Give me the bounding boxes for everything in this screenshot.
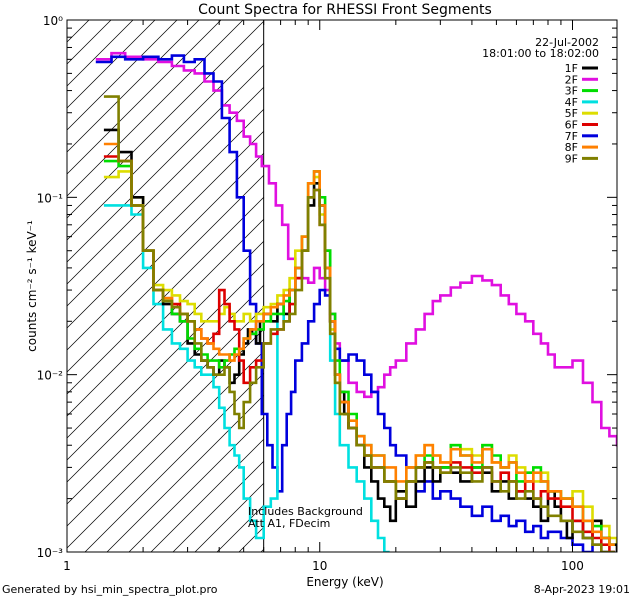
hatch-line [67, 42, 264, 241]
hatch-line [67, 20, 112, 65]
hatch-line [67, 196, 264, 395]
y-tick-label: 10⁻² [37, 369, 64, 383]
legend-label-6f: 6F [565, 119, 578, 132]
series-line-6f [103, 155, 615, 552]
legend-label-9f: 9F [565, 152, 578, 165]
hatch-line [67, 152, 264, 351]
series-layer [95, 51, 617, 552]
hatch-line [67, 284, 264, 483]
time-range-label: 18:01:00 to 18:02:00 [482, 47, 599, 60]
hatch-line [67, 130, 264, 329]
hatch-line [67, 20, 178, 131]
footer-generated-by: Generated by hsi_min_spectra_plot.pro [2, 583, 218, 596]
hatch-line [172, 460, 264, 552]
legend-label-8f: 8F [565, 141, 578, 154]
hatch-line [67, 20, 200, 153]
series-line-4f [103, 182, 390, 552]
y-tick-label: 10⁰ [43, 14, 63, 28]
series-line-2f [95, 51, 617, 447]
hatch-line [67, 64, 264, 263]
x-tick-label: 1 [63, 559, 71, 573]
annotation-background: Includes Background [248, 505, 363, 518]
hatch-line [67, 262, 264, 461]
legend-label-3f: 3F [565, 85, 578, 98]
plot-frame [66, 19, 618, 553]
chart-title: Count Spectra for RHESSI Front Segments [198, 2, 492, 18]
legend-label-4f: 4F [565, 96, 578, 109]
legend-label-2f: 2F [565, 73, 578, 86]
hatch-line [67, 20, 244, 197]
x-axis-label: Energy (keV) [306, 575, 383, 589]
hatch-line [67, 108, 264, 307]
hatch-line [67, 20, 156, 109]
date-label: 22-Jul-2002 [535, 36, 599, 49]
series-line-9f [103, 95, 615, 552]
hatch-line [128, 416, 264, 552]
y-tick-label: 10⁻³ [37, 546, 64, 560]
hatch-line [67, 240, 264, 439]
attenuator-hatch-region [67, 20, 264, 552]
hatch-line [67, 306, 264, 505]
hatch-line [106, 394, 264, 552]
series-line-3f [103, 159, 615, 546]
y-tick-label: 10⁻¹ [37, 191, 64, 205]
legend-label-5f: 5F [565, 107, 578, 120]
hatch-line [67, 86, 264, 285]
hatch-line [67, 328, 264, 527]
hatch-line [84, 372, 264, 552]
x-tick-label: 10 [312, 559, 327, 573]
y-axis-label: counts cm⁻² s⁻¹ keV⁻¹ [25, 220, 39, 352]
hatch-line [67, 20, 222, 175]
hatch-line [67, 350, 264, 549]
legend-label-1f: 1F [565, 62, 578, 75]
hatch-line [67, 20, 264, 219]
footer-timestamp: 8-Apr-2023 19:01 [533, 583, 630, 596]
x-tick-label: 100 [561, 559, 584, 573]
annotation-attenuator: Att A1, FDecim [248, 517, 330, 530]
axes-layer: 1 10 100 10⁻³ 10⁻² 10⁻¹ 10⁰ [37, 14, 617, 573]
hatch-line [67, 218, 264, 417]
legend-label-7f: 7F [565, 130, 578, 143]
